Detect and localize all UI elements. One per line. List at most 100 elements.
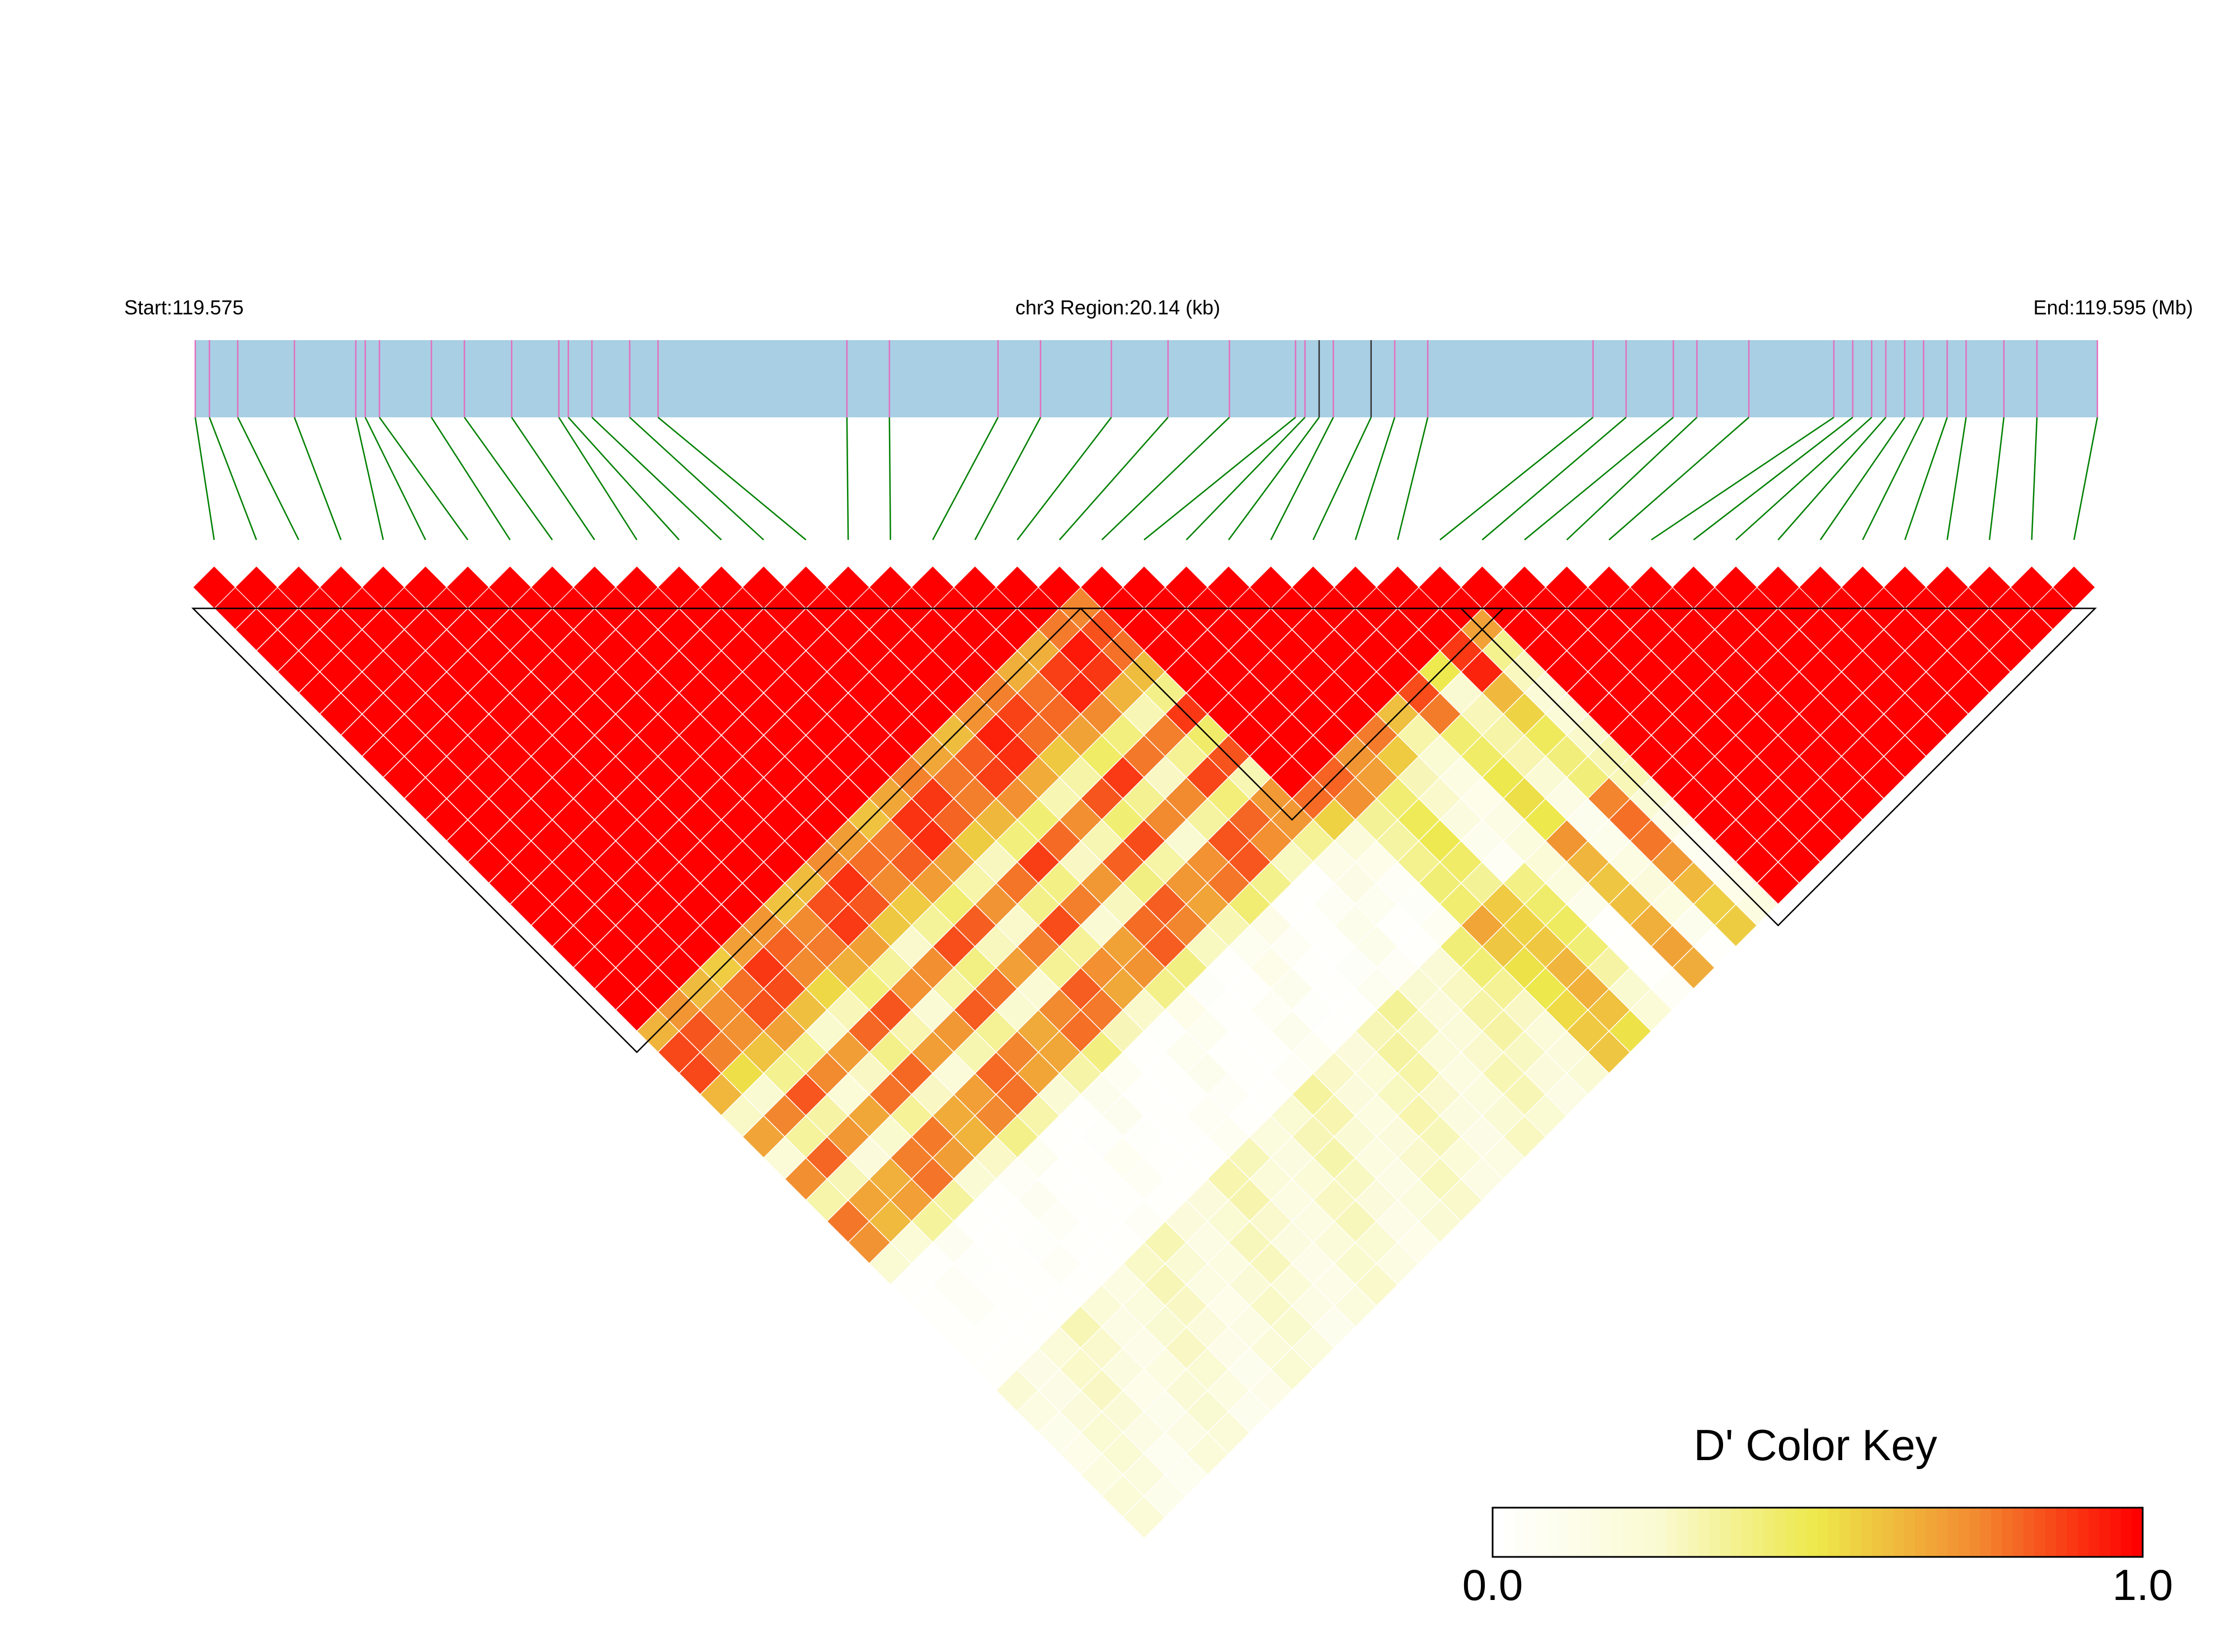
color-key-segment <box>2045 1508 2057 1557</box>
color-key-segment <box>1958 1508 1970 1557</box>
snp-connector-line <box>2073 417 2098 540</box>
snp-connector-line <box>932 417 999 540</box>
color-key-segment <box>1503 1508 1515 1557</box>
snp-connector-line <box>1735 417 1872 540</box>
color-key-segment <box>1904 1508 1916 1557</box>
color-key-segment <box>1947 1508 1959 1557</box>
color-key-segment <box>1579 1508 1591 1557</box>
color-key-segment <box>1796 1508 1808 1557</box>
snp-connector-line <box>364 417 426 540</box>
color-key-segment <box>1644 1508 1656 1557</box>
color-key-segment <box>1763 1508 1775 1557</box>
snp-connector-line <box>1946 417 1967 540</box>
snp-connector-line <box>1566 417 1698 540</box>
snp-connector-line <box>1101 417 1230 540</box>
snp-connector-line <box>1397 417 1429 540</box>
color-key-segment <box>1665 1508 1678 1557</box>
color-key-segment <box>2077 1508 2090 1557</box>
color-key-segment <box>1785 1508 1797 1557</box>
snp-connector-line <box>294 417 342 540</box>
color-key-segment <box>1633 1508 1645 1557</box>
color-key-segment <box>1546 1508 1559 1557</box>
snp-connector-line <box>591 417 722 540</box>
snp-connector-line <box>629 417 764 540</box>
snp-connector-line <box>1185 417 1306 540</box>
color-key-segment <box>2132 1508 2143 1557</box>
color-key-segment <box>1883 1508 1894 1557</box>
color-key-segment <box>1980 1508 1992 1557</box>
color-key-segment <box>1612 1508 1624 1557</box>
region-bar <box>195 340 2097 417</box>
haplotype-block-outlines <box>191 608 2097 1053</box>
color-key-segment <box>1720 1508 1732 1557</box>
snp-connector-line <box>355 417 384 540</box>
color-key-segment <box>1493 1508 1504 1557</box>
snp-connector-line <box>1988 417 2005 540</box>
end-position-label: End:119.595 (Mb) <box>2033 296 2193 319</box>
haplotype-block-outline <box>191 608 1083 1053</box>
snp-connector-line <box>1524 417 1674 540</box>
snp-connector-lines <box>194 416 2098 541</box>
color-key-segment <box>1926 1508 1938 1557</box>
snp-connector-line <box>1312 417 1372 540</box>
ld-cells <box>192 566 2096 1539</box>
color-key-segment <box>1590 1508 1602 1557</box>
color-key-segment <box>1893 1508 1905 1557</box>
color-key-segment <box>2099 1508 2111 1557</box>
color-key-segment <box>1709 1508 1721 1557</box>
color-key-segment <box>1850 1508 1862 1557</box>
snp-connector-line <box>1481 417 1627 540</box>
snp-connector-line <box>430 417 511 540</box>
color-key-segment <box>1525 1508 1537 1557</box>
snp-connector-line <box>1228 417 1320 540</box>
snp-connector-line <box>657 417 807 540</box>
color-key-segment <box>1871 1508 1884 1557</box>
region-size-label: chr3 Region:20.14 (kb) <box>1015 296 1220 319</box>
haplotype-block-outline <box>1079 608 1505 821</box>
snp-connector-line <box>1354 417 1396 540</box>
snp-connector-line <box>1017 417 1112 540</box>
color-key-segment <box>1677 1508 1688 1557</box>
snp-connector-line <box>1819 417 1905 540</box>
snp-connector-line <box>1058 417 1169 540</box>
color-key-segment <box>1969 1508 1981 1557</box>
snp-connector-line <box>1439 417 1594 540</box>
color-key-segment <box>2002 1508 2013 1557</box>
color-key-segment <box>1622 1508 1634 1557</box>
snp-connector-line <box>1904 417 1948 540</box>
snp-connector-line <box>379 417 469 540</box>
color-key-segment <box>1828 1508 1840 1557</box>
color-key-segment <box>1937 1508 1949 1557</box>
snp-connector-line <box>567 417 680 540</box>
snp-connector-line <box>1144 417 1296 540</box>
color-key-segment <box>2056 1508 2068 1557</box>
snp-connector-line <box>1862 417 1925 540</box>
color-key-segment <box>2088 1508 2100 1557</box>
color-key-segment <box>2023 1508 2035 1557</box>
snp-connector-line <box>511 417 595 540</box>
snp-connector-line <box>1777 417 1886 540</box>
color-key-segment <box>1806 1508 1818 1557</box>
snp-connector-line <box>209 417 257 540</box>
color-key-legend: D' Color Key 0.0 1.0 <box>1462 1420 2173 1609</box>
color-key-segment <box>2110 1508 2122 1557</box>
snp-connector-line <box>1650 416 1834 541</box>
snp-connector-line <box>194 417 215 540</box>
snp-connector-line <box>237 417 300 540</box>
color-key-frame <box>1491 1507 2144 1558</box>
snp-connector-line <box>464 417 553 540</box>
color-key-segment <box>1742 1508 1753 1557</box>
color-key-segment <box>1568 1508 1580 1557</box>
color-key-segment <box>1601 1508 1613 1557</box>
color-key-segment <box>1536 1508 1547 1557</box>
snp-connector-line <box>1270 417 1334 540</box>
color-key-title: D' Color Key <box>1693 1420 1937 1470</box>
snp-connector-line <box>974 417 1042 540</box>
color-key-segment <box>1752 1508 1765 1557</box>
color-key-segment <box>2034 1508 2046 1557</box>
color-key-max-label: 1.0 <box>2112 1560 2173 1609</box>
color-key-segment <box>1991 1508 2003 1557</box>
color-key-min-label: 0.0 <box>1462 1560 1523 1609</box>
color-key-segment <box>1839 1508 1851 1557</box>
